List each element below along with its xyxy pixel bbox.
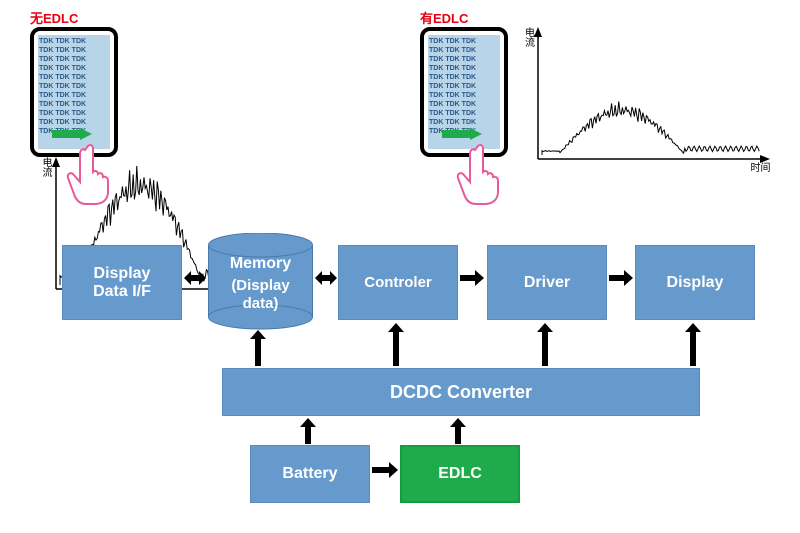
graph-xaxis-label: 时间 — [750, 159, 770, 174]
hand-pointer-icon — [450, 142, 505, 212]
tablet-frame: TDK TDK TDKTDK TDK TDKTDK TDK TDKTDK TDK… — [420, 27, 508, 157]
label-with-edlc: 有EDLC — [420, 8, 780, 27]
label-without-edlc: 无EDLC — [30, 8, 380, 27]
block-label: DCDC Converter — [390, 382, 532, 403]
block-label: Controler — [364, 274, 432, 291]
block-edlc: EDLC — [400, 445, 520, 503]
block-label-line1: Display — [94, 265, 151, 283]
graph-yaxis-label: 电流 — [38, 157, 53, 177]
graph-svg — [520, 27, 770, 172]
memory-label-line2: (Display — [208, 277, 313, 294]
block-label: EDLC — [438, 465, 482, 483]
block-display: Display — [635, 245, 755, 320]
block-battery: Battery — [250, 445, 370, 503]
block-label: Display — [667, 274, 724, 292]
block-controller: Controler — [338, 245, 458, 320]
memory-label-line1: Memory — [208, 255, 313, 273]
memory-label-line3: data) — [208, 295, 313, 312]
diagram-root: 无EDLC TDK TDK TDKTDK TDK TDKTDK TDK TDKT… — [0, 0, 800, 533]
block-label: Battery — [282, 465, 337, 483]
comparison-with-edlc: 有EDLC TDK TDK TDKTDK TDK TDKTDK TDK TDKT… — [420, 8, 780, 172]
block-label-line2: Data I/F — [93, 283, 151, 301]
block-label: Driver — [524, 274, 570, 292]
tablet-device-right: TDK TDK TDKTDK TDK TDKTDK TDK TDKTDK TDK… — [420, 27, 508, 157]
block-dcdc-converter: DCDC Converter — [222, 368, 700, 416]
current-graph-with: 电流 时间 — [520, 27, 770, 172]
tablet-frame: TDK TDK TDKTDK TDK TDKTDK TDK TDKTDK TDK… — [30, 27, 118, 157]
block-memory: Memory (Display data) — [208, 233, 313, 328]
tablet-device-left: TDK TDK TDKTDK TDK TDKTDK TDK TDKTDK TDK… — [30, 27, 118, 157]
graph-yaxis-label: 电流 — [520, 27, 535, 47]
block-display-data-if: Display Data I/F — [62, 245, 182, 320]
block-driver: Driver — [487, 245, 607, 320]
